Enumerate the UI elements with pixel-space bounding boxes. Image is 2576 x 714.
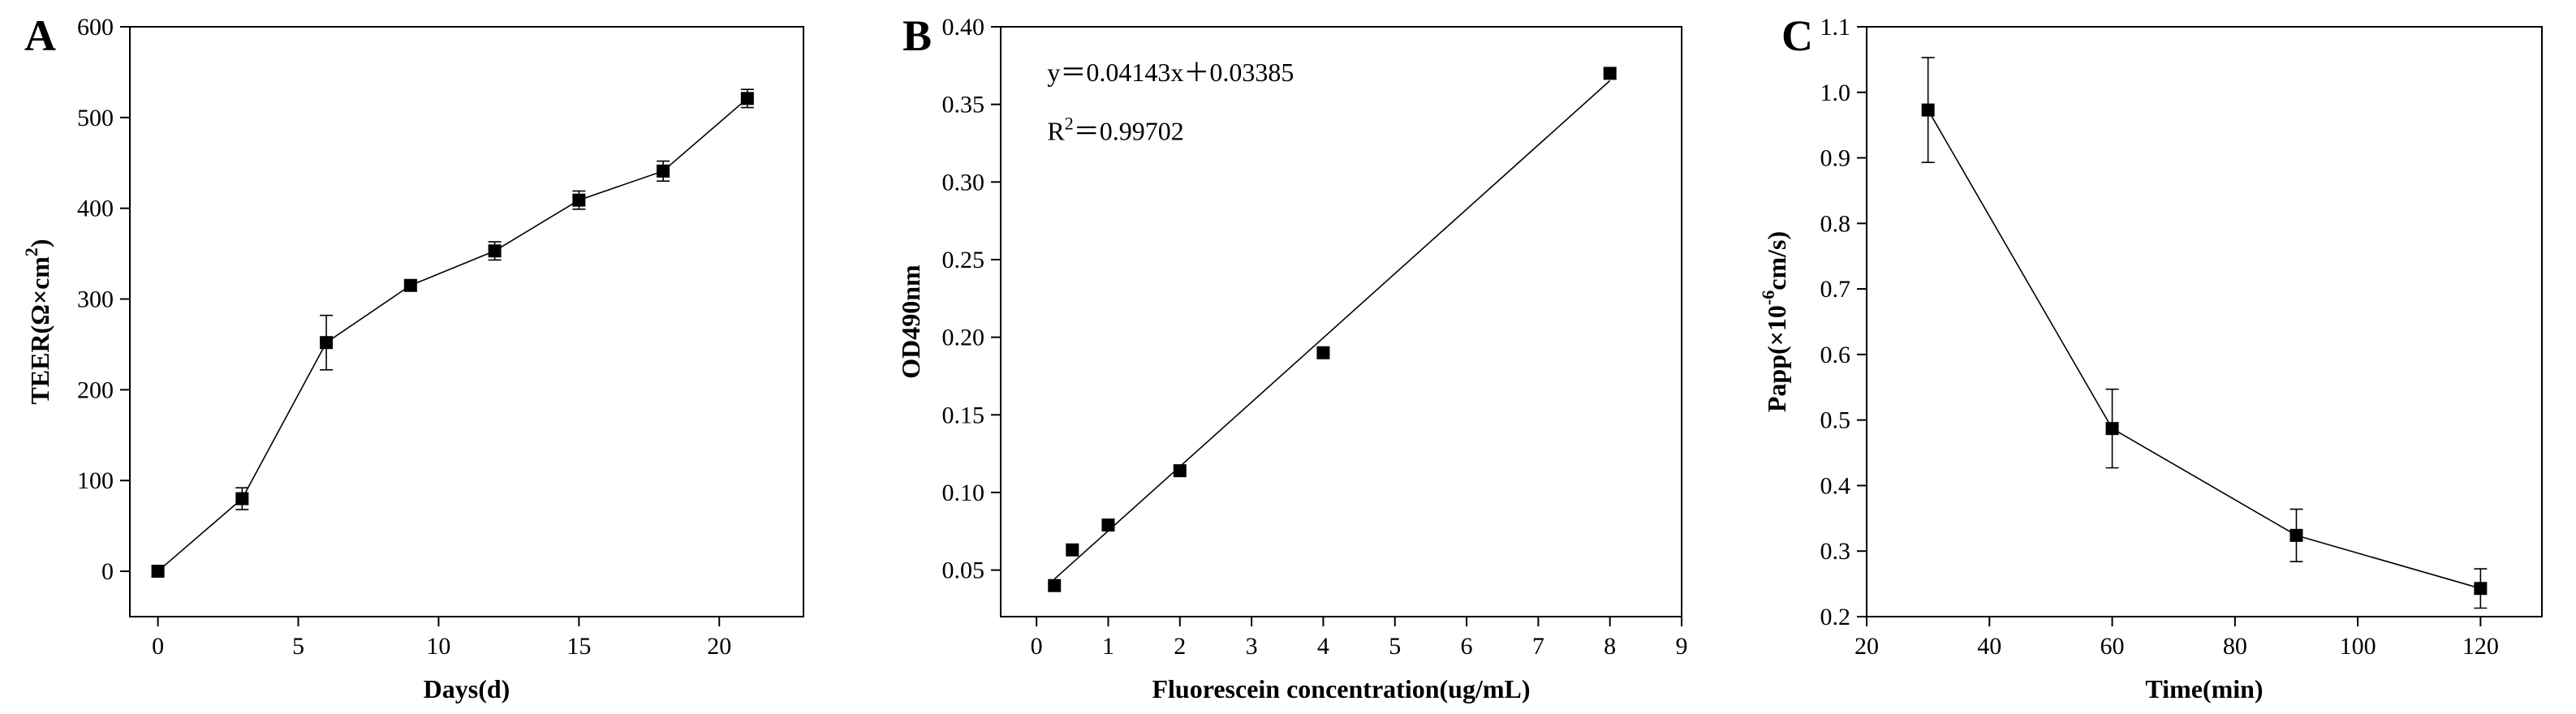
y-tick-label: 0.7 xyxy=(1820,276,1851,303)
x-tick-label: 6 xyxy=(1461,633,1473,660)
x-axis-title: Days(d) xyxy=(424,674,510,703)
y-tick-label: 500 xyxy=(77,105,114,131)
fit-line xyxy=(1053,80,1611,580)
x-tick-label: 10 xyxy=(426,633,450,660)
y-tick-label: 400 xyxy=(77,196,114,222)
x-tick-label: 4 xyxy=(1317,633,1329,660)
y-tick-label: 0.15 xyxy=(942,402,985,428)
x-axis-title: Fluorescein concentration(ug/mL) xyxy=(1152,674,1530,703)
y-tick-label: 200 xyxy=(77,376,114,403)
panel-letter: A xyxy=(24,11,56,60)
annotation-r-squared: R2＝0.99702 xyxy=(1047,114,1183,146)
y-tick-label: 0.10 xyxy=(942,480,985,506)
plot-frame xyxy=(129,26,804,617)
data-point xyxy=(1316,346,1330,359)
data-point xyxy=(403,278,417,292)
data-point xyxy=(1603,67,1617,80)
y-tick-label: 0.40 xyxy=(942,14,985,41)
data-point xyxy=(740,92,754,105)
panel-letter: C xyxy=(1781,11,1813,60)
panel-letter: B xyxy=(902,11,932,60)
data-point xyxy=(1048,579,1062,592)
x-tick-label: 5 xyxy=(292,633,304,660)
x-tick-label: 0 xyxy=(1031,633,1043,660)
data-point xyxy=(2290,528,2303,542)
x-tick-label: 7 xyxy=(1532,633,1544,660)
data-point xyxy=(151,565,165,579)
data-point xyxy=(657,164,670,178)
x-tick-label: 3 xyxy=(1246,633,1258,660)
y-tick-label: 0.05 xyxy=(942,557,985,584)
y-tick-label: 0.30 xyxy=(942,169,985,196)
y-tick-label: 0 xyxy=(101,558,114,585)
y-tick-label: 0.2 xyxy=(1820,604,1851,630)
panel-b: B 0 1 2 3 4 5 6 7 8 9 0.05 0.10 0.15 0.20 0.25 0.30 0.35 0… xyxy=(896,11,1688,703)
data-point xyxy=(572,193,586,207)
y-tick-label: 300 xyxy=(77,286,114,313)
data-point xyxy=(1173,464,1187,478)
y-axis-title: OD490nm xyxy=(896,265,925,379)
data-point xyxy=(1921,103,1935,117)
y-axis-title: TEER(Ω×cm2) xyxy=(21,239,54,404)
x-tick-label: 120 xyxy=(2462,633,2499,660)
series-line xyxy=(1927,110,2481,590)
y-tick-label: 0.6 xyxy=(1820,342,1851,368)
x-tick-label: 9 xyxy=(1676,633,1688,660)
x-tick-label: 0 xyxy=(152,633,164,660)
data-point xyxy=(2105,422,2119,436)
panel-a: A0 5 10 15 200100200300400500600Days(d)TEER(… xyxy=(21,11,804,703)
data-point xyxy=(2474,582,2488,596)
x-tick-label: 8 xyxy=(1604,633,1616,660)
y-tick-label: 0.35 xyxy=(942,92,985,118)
x-tick-label: 60 xyxy=(2100,633,2125,660)
plot-frame xyxy=(1866,26,2543,617)
y-tick-label: 0.9 xyxy=(1820,145,1851,172)
x-tick-label: 40 xyxy=(1977,633,2001,660)
panel-c: C 20 40 60 80 100 120 0.2 0.3 0.4 0.5 0.6 0.7 0.8 0.9 1… xyxy=(1758,11,2543,703)
data-point xyxy=(488,244,502,258)
x-tick-label: 80 xyxy=(2223,633,2247,660)
x-tick-label: 15 xyxy=(566,633,591,660)
series-line xyxy=(157,97,748,572)
x-axis-title: Time(min) xyxy=(2145,674,2263,703)
data-point xyxy=(320,336,334,350)
y-tick-label: 100 xyxy=(77,467,114,494)
data-point xyxy=(1066,543,1079,557)
x-tick-label: 2 xyxy=(1174,633,1186,660)
y-tick-label: 0.5 xyxy=(1820,407,1851,434)
y-tick-label: 0.20 xyxy=(942,325,985,351)
y-tick-label: 1.1 xyxy=(1820,14,1851,41)
x-tick-label: 20 xyxy=(1854,633,1879,660)
y-tick-label: 0.8 xyxy=(1820,210,1851,237)
y-tick-label: 1.0 xyxy=(1820,80,1851,106)
y-tick-label: 0.25 xyxy=(942,247,985,273)
y-tick-label: 0.4 xyxy=(1820,472,1851,499)
y-tick-label: 600 xyxy=(77,14,114,41)
y-axis-title: Papp(×10-6cm/s) xyxy=(1758,231,1791,412)
data-point xyxy=(1101,518,1115,532)
annotation-equation: y＝0.04143x＋0.03385 xyxy=(1047,58,1294,87)
x-tick-label: 20 xyxy=(707,633,731,660)
y-tick-label: 0.3 xyxy=(1820,538,1851,565)
plot-frame xyxy=(1000,26,1682,617)
x-tick-label: 5 xyxy=(1389,633,1401,660)
x-tick-label: 1 xyxy=(1102,633,1114,660)
data-point xyxy=(235,492,249,505)
x-tick-label: 100 xyxy=(2340,633,2376,660)
